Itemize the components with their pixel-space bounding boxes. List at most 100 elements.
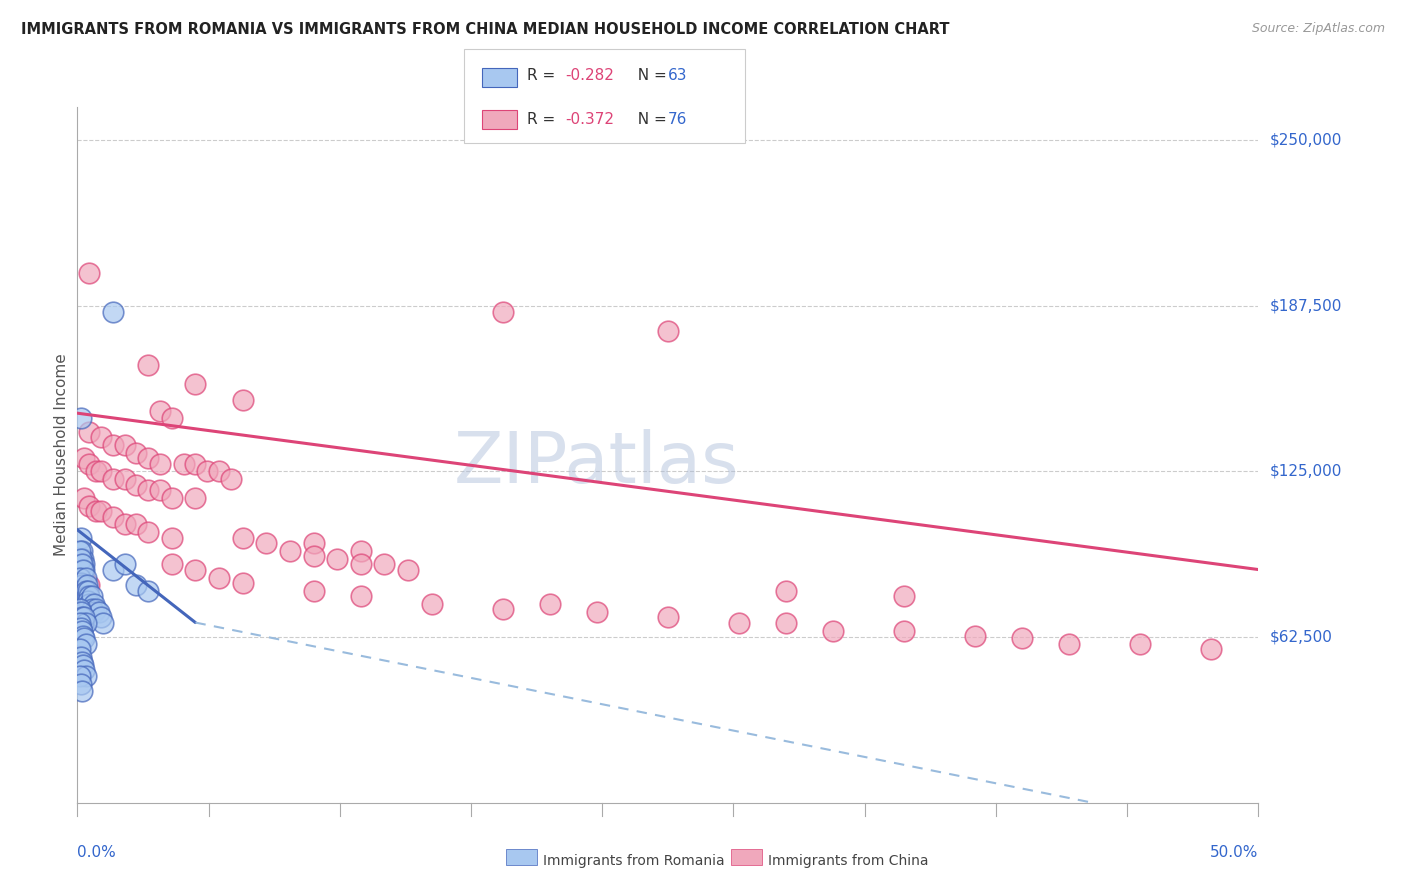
Point [136, 359, 159, 373]
Text: Immigrants from China: Immigrants from China [768, 854, 928, 868]
Point [70, 684, 93, 698]
Point [75, 583, 97, 598]
Point [114, 472, 136, 486]
Point [1011, 632, 1033, 646]
Point [70, 575, 93, 590]
Point [69, 602, 91, 616]
Text: 0.0%: 0.0% [77, 845, 117, 860]
Point [77, 594, 100, 608]
Point [101, 509, 124, 524]
Point [125, 477, 148, 491]
Point [73, 570, 96, 584]
Text: 63: 63 [668, 68, 688, 83]
Point [823, 624, 845, 638]
Point [70, 656, 93, 670]
Point [114, 558, 136, 572]
Point [77, 578, 100, 592]
Point [775, 583, 797, 598]
Point [84, 504, 107, 518]
Point [125, 517, 148, 532]
Point [70, 605, 93, 619]
Point [70, 578, 93, 592]
Point [114, 438, 136, 452]
Point [77, 583, 100, 598]
Point [70, 578, 93, 592]
Point [76, 578, 98, 592]
Point [232, 575, 254, 590]
Point [160, 531, 183, 545]
Point [90, 465, 112, 479]
Point [219, 472, 242, 486]
Point [302, 549, 325, 564]
Point [136, 525, 159, 540]
Text: IMMIGRANTS FROM ROMANIA VS IMMIGRANTS FROM CHINA MEDIAN HOUSEHOLD INCOME CORRELA: IMMIGRANTS FROM ROMANIA VS IMMIGRANTS FR… [21, 22, 949, 37]
Point [72, 575, 94, 590]
Point [149, 403, 172, 417]
Point [87, 605, 110, 619]
Point [91, 615, 114, 630]
Text: 50.0%: 50.0% [1211, 845, 1258, 860]
Point [149, 457, 172, 471]
Point [208, 570, 231, 584]
Point [84, 465, 107, 479]
Point [350, 589, 373, 603]
Point [77, 597, 100, 611]
Point [70, 558, 93, 572]
Point [70, 621, 93, 635]
Text: Immigrants from Romania: Immigrants from Romania [543, 854, 724, 868]
Point [173, 457, 195, 471]
Point [76, 589, 98, 603]
Point [195, 465, 218, 479]
Point [184, 377, 207, 392]
Point [538, 597, 561, 611]
Point [70, 610, 93, 624]
Point [72, 589, 94, 603]
Point [101, 563, 124, 577]
Point [75, 668, 97, 682]
Point [775, 615, 797, 630]
Point [80, 589, 103, 603]
Point [70, 552, 93, 566]
Point [125, 446, 148, 460]
Point [69, 570, 91, 584]
Point [69, 544, 91, 558]
Point [73, 563, 96, 577]
Point [149, 483, 172, 497]
Text: 76: 76 [668, 112, 688, 128]
Point [80, 602, 103, 616]
Text: R =: R = [527, 68, 561, 83]
Point [72, 615, 94, 630]
Text: -0.282: -0.282 [565, 68, 614, 83]
Point [72, 563, 94, 577]
Point [90, 610, 112, 624]
Point [101, 305, 124, 319]
Point [1129, 637, 1152, 651]
Text: $62,500: $62,500 [1270, 630, 1333, 645]
Point [136, 583, 159, 598]
Point [69, 583, 91, 598]
Point [278, 544, 301, 558]
Text: N =: N = [628, 68, 672, 83]
Point [72, 552, 94, 566]
Point [302, 583, 325, 598]
Point [232, 531, 254, 545]
Point [963, 629, 986, 643]
Point [101, 472, 124, 486]
Point [160, 491, 183, 505]
Point [84, 602, 107, 616]
Point [70, 624, 93, 638]
Point [136, 451, 159, 466]
Text: $125,000: $125,000 [1270, 464, 1343, 479]
Point [160, 558, 183, 572]
Point [101, 438, 124, 452]
Point [69, 642, 91, 657]
Point [114, 517, 136, 532]
Point [77, 499, 100, 513]
Point [70, 570, 93, 584]
Point [75, 570, 97, 584]
Point [69, 615, 91, 630]
Text: Source: ZipAtlas.com: Source: ZipAtlas.com [1251, 22, 1385, 36]
Point [73, 663, 96, 677]
Text: R =: R = [527, 112, 561, 128]
Point [73, 558, 96, 572]
